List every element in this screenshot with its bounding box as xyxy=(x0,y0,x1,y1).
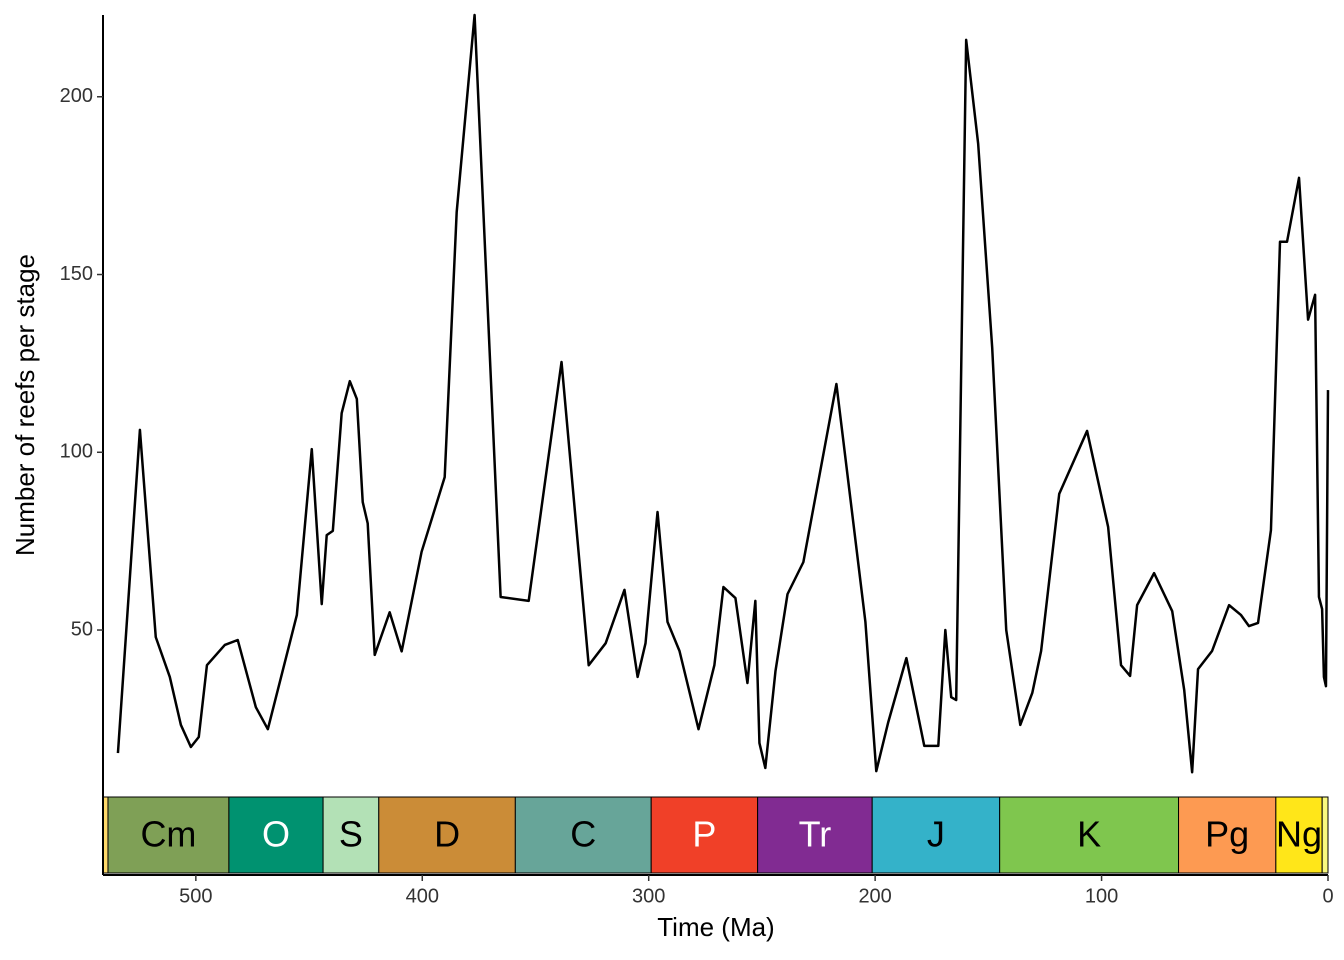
y-tick-label: 200 xyxy=(60,85,93,107)
data-line xyxy=(116,13,1330,774)
period-box xyxy=(514,796,652,874)
period-box xyxy=(871,796,1001,874)
period-box xyxy=(650,796,759,874)
x-tick-label: 0 xyxy=(1322,885,1333,907)
x-tick-label: 400 xyxy=(406,885,439,907)
period-label: Pg xyxy=(1205,814,1249,855)
period-box xyxy=(1178,796,1277,874)
x-tick-label: 100 xyxy=(1085,885,1118,907)
period-label: J xyxy=(927,814,945,855)
x-tick-label: 200 xyxy=(858,885,891,907)
period-label: Cm xyxy=(140,814,196,855)
period-label: Ng xyxy=(1276,814,1322,855)
period-label: O xyxy=(262,814,290,855)
period-box xyxy=(1321,796,1329,874)
period-box xyxy=(228,796,324,874)
period-box xyxy=(378,796,516,874)
period-label: D xyxy=(434,814,460,855)
period-box xyxy=(999,796,1180,874)
period-label: K xyxy=(1077,814,1101,855)
y-tick-label: 150 xyxy=(60,263,93,285)
period-box xyxy=(757,796,873,874)
period-box xyxy=(1275,796,1323,874)
y-axis-title: Number of reefs per stage xyxy=(10,254,40,556)
x-tick-label: 500 xyxy=(179,885,212,907)
period-label: S xyxy=(339,814,363,855)
y-tick-label: 100 xyxy=(60,441,93,463)
period-label: Tr xyxy=(799,814,832,855)
period-label: C xyxy=(570,814,596,855)
x-axis-title: Time (Ma) xyxy=(657,912,774,942)
x-tick-label: 300 xyxy=(632,885,665,907)
y-tick-label: 50 xyxy=(71,618,93,640)
period-label: P xyxy=(692,814,716,855)
